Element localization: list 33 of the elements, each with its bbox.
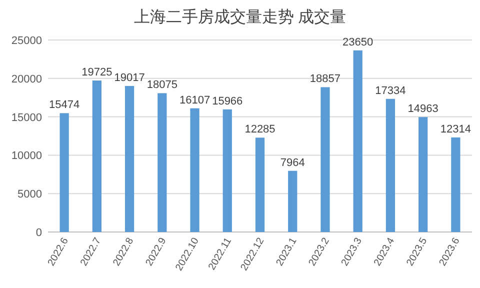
- bar: [451, 137, 460, 232]
- bar: [190, 108, 200, 232]
- y-tick-label: 15000: [11, 112, 42, 124]
- data-label: 15474: [49, 99, 80, 112]
- data-label: 12314: [440, 123, 471, 136]
- bar: [418, 117, 428, 232]
- data-label: 14963: [408, 103, 438, 116]
- chart-title: 上海二手房成交量走势 成交量: [134, 8, 346, 26]
- bar: [124, 86, 134, 232]
- y-tick-label: 10000: [11, 150, 42, 162]
- data-label: 18857: [310, 73, 341, 86]
- bar: [386, 98, 396, 232]
- bar: [255, 138, 265, 232]
- bar: [288, 170, 298, 232]
- bar: [222, 109, 232, 232]
- bar: [60, 113, 69, 232]
- data-label: 17334: [375, 84, 406, 97]
- bar: [320, 87, 330, 232]
- data-label: 18075: [146, 79, 178, 92]
- y-tick-label: 5000: [18, 188, 42, 201]
- y-tick-label: 0: [36, 227, 42, 239]
- data-label: 23650: [342, 36, 374, 48]
- y-tick-label: 20000: [11, 73, 42, 86]
- data-label: 19017: [114, 72, 145, 84]
- y-tick-label: 25000: [11, 35, 42, 47]
- bar: [92, 80, 102, 232]
- data-label: 16107: [179, 94, 210, 106]
- bar: [353, 50, 362, 232]
- data-label: 19725: [82, 66, 112, 79]
- bar: [158, 93, 167, 232]
- data-label: 12285: [244, 124, 276, 136]
- data-label: 7964: [280, 156, 305, 169]
- data-label: 15966: [212, 95, 243, 108]
